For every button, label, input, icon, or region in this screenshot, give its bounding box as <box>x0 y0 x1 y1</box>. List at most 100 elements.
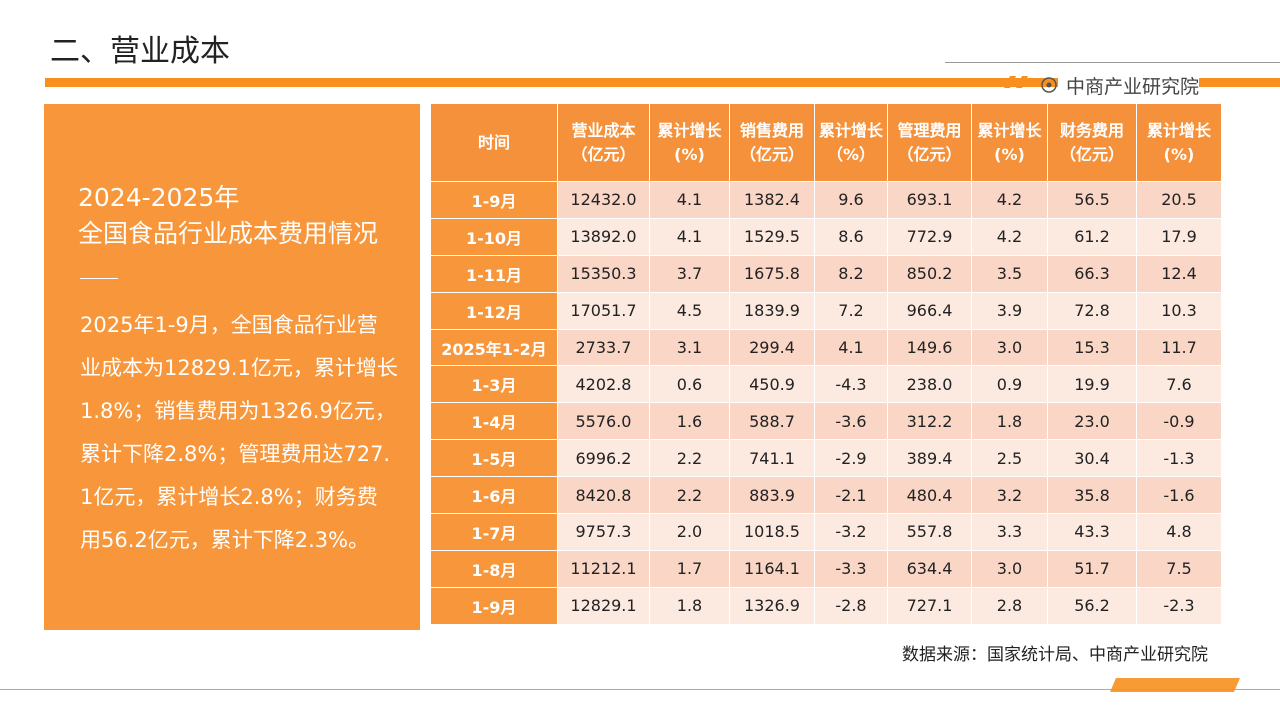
table-cell: 4202.8 <box>558 366 650 404</box>
table-cell: 4.8 <box>1137 514 1222 551</box>
table-cell: 4.1 <box>650 182 730 219</box>
table-cell: -3.6 <box>815 403 888 441</box>
column-header: 累计增长(%) <box>1137 104 1222 182</box>
table-cell: 8.6 <box>815 218 888 256</box>
panel-title: 2024-2025年 <box>78 183 240 212</box>
row-label: 2025年1-2月 <box>431 329 558 367</box>
panel-title: 全国食品行业成本费用情况 <box>78 219 379 248</box>
row-label: 1-6月 <box>431 477 558 515</box>
table-cell: 3.5 <box>972 255 1048 293</box>
brand-name: 中商产业研究院 <box>1058 72 1200 99</box>
table-cell: 1529.5 <box>730 218 815 256</box>
table-cell: 238.0 <box>888 366 972 404</box>
summary-panel: 2024-2025年 全国食品行业成本费用情况 2025年1-9月，全国食品行业… <box>44 104 420 630</box>
column-header: 管理费用（亿元） <box>888 104 972 182</box>
table-cell: 51.7 <box>1048 550 1137 588</box>
row-label: 1-5月 <box>431 440 558 478</box>
table-cell: 8420.8 <box>558 477 650 515</box>
brand-icon <box>1041 77 1057 93</box>
table-cell: 4.2 <box>972 182 1048 219</box>
table-cell: -1.3 <box>1137 440 1222 478</box>
table-cell: -2.1 <box>815 477 888 515</box>
table-cell: 1.6 <box>650 403 730 441</box>
table-cell: 588.7 <box>730 403 815 441</box>
table-cell: 2.2 <box>650 440 730 478</box>
table-cell: -4.3 <box>815 366 888 404</box>
column-header: 营业成本（亿元） <box>558 104 650 182</box>
table-cell: 389.4 <box>888 440 972 478</box>
source-note: 数据来源：国家统计局、中商产业研究院 <box>902 645 1208 665</box>
table-cell: 30.4 <box>1048 440 1137 478</box>
table-cell: 11.7 <box>1137 329 1222 367</box>
table-cell: 299.4 <box>730 329 815 367</box>
table-cell: 312.2 <box>888 403 972 441</box>
table-cell: 17.9 <box>1137 218 1222 256</box>
table-cell: 66.3 <box>1048 255 1137 293</box>
table-cell: -3.2 <box>815 514 888 551</box>
table-cell: 5576.0 <box>558 403 650 441</box>
row-label: 1-8月 <box>431 550 558 588</box>
table-cell: 9757.3 <box>558 514 650 551</box>
table-cell: 850.2 <box>888 255 972 293</box>
table-cell: 35.8 <box>1048 477 1137 515</box>
table-cell: 15350.3 <box>558 255 650 293</box>
column-header: 财务费用（亿元） <box>1048 104 1137 182</box>
table-cell: 3.2 <box>972 477 1048 515</box>
header-thin-line <box>945 62 1280 63</box>
table-cell: 741.1 <box>730 440 815 478</box>
table-cell: 2.2 <box>650 477 730 515</box>
table-cell: 3.7 <box>650 255 730 293</box>
row-label: 1-3月 <box>431 366 558 404</box>
table-cell: 3.9 <box>972 292 1048 330</box>
table-cell: 4.1 <box>650 218 730 256</box>
data-table: 时间 营业成本（亿元） 累计增长(%) 销售费用（亿元） 累计增长（%） 管理费用（亿元）… <box>431 104 1222 625</box>
table-cell: 43.3 <box>1048 514 1137 551</box>
panel-divider <box>80 278 118 279</box>
column-header: 累计增长（%） <box>815 104 888 182</box>
slide-title: 二、营业成本 <box>50 34 230 69</box>
table-cell: 9.6 <box>815 182 888 219</box>
table-cell: 3.1 <box>650 329 730 367</box>
column-header: 时间 <box>431 104 558 182</box>
table-cell: 4.1 <box>815 329 888 367</box>
table-cell: -2.9 <box>815 440 888 478</box>
table-cell: 12829.1 <box>558 587 650 625</box>
table-cell: 15.3 <box>1048 329 1137 367</box>
table-cell: 557.8 <box>888 514 972 551</box>
column-header: 累计增长(%) <box>650 104 730 182</box>
table-cell: 883.9 <box>730 477 815 515</box>
table-cell: 1326.9 <box>730 587 815 625</box>
table-cell: 12.4 <box>1137 255 1222 293</box>
table-cell: 3.0 <box>972 329 1048 367</box>
brand-stripes <box>1004 76 1028 88</box>
table-cell: 1164.1 <box>730 550 815 588</box>
table-cell: 17051.7 <box>558 292 650 330</box>
row-label: 1-9月 <box>431 587 558 625</box>
row-label: 1-4月 <box>431 403 558 441</box>
footer-line <box>0 689 1280 690</box>
table-cell: 11212.1 <box>558 550 650 588</box>
row-label: 1-11月 <box>431 255 558 293</box>
table-cell: 772.9 <box>888 218 972 256</box>
panel-body: 2025年1-9月，全国食品行业营业成本为12829.1亿元，累计增长1.8%；… <box>80 313 398 552</box>
table-cell: 727.1 <box>888 587 972 625</box>
table-cell: 1.8 <box>972 403 1048 441</box>
column-header: 销售费用（亿元） <box>730 104 815 182</box>
table-cell: 7.5 <box>1137 550 1222 588</box>
table-cell: 8.2 <box>815 255 888 293</box>
table-cell: 1018.5 <box>730 514 815 551</box>
table-cell: -2.3 <box>1137 587 1222 625</box>
table-cell: 2.8 <box>972 587 1048 625</box>
table-cell: 693.1 <box>888 182 972 219</box>
table-cell: 4.2 <box>972 218 1048 256</box>
table-cell: 6996.2 <box>558 440 650 478</box>
column-header: 累计增长(%) <box>972 104 1048 182</box>
table-cell: 634.4 <box>888 550 972 588</box>
table-cell: 1.8 <box>650 587 730 625</box>
table-cell: 2.0 <box>650 514 730 551</box>
table-cell: 3.0 <box>972 550 1048 588</box>
table-cell: 4.5 <box>650 292 730 330</box>
table-cell: 2733.7 <box>558 329 650 367</box>
table-cell: 56.2 <box>1048 587 1137 625</box>
row-label: 1-12月 <box>431 292 558 330</box>
